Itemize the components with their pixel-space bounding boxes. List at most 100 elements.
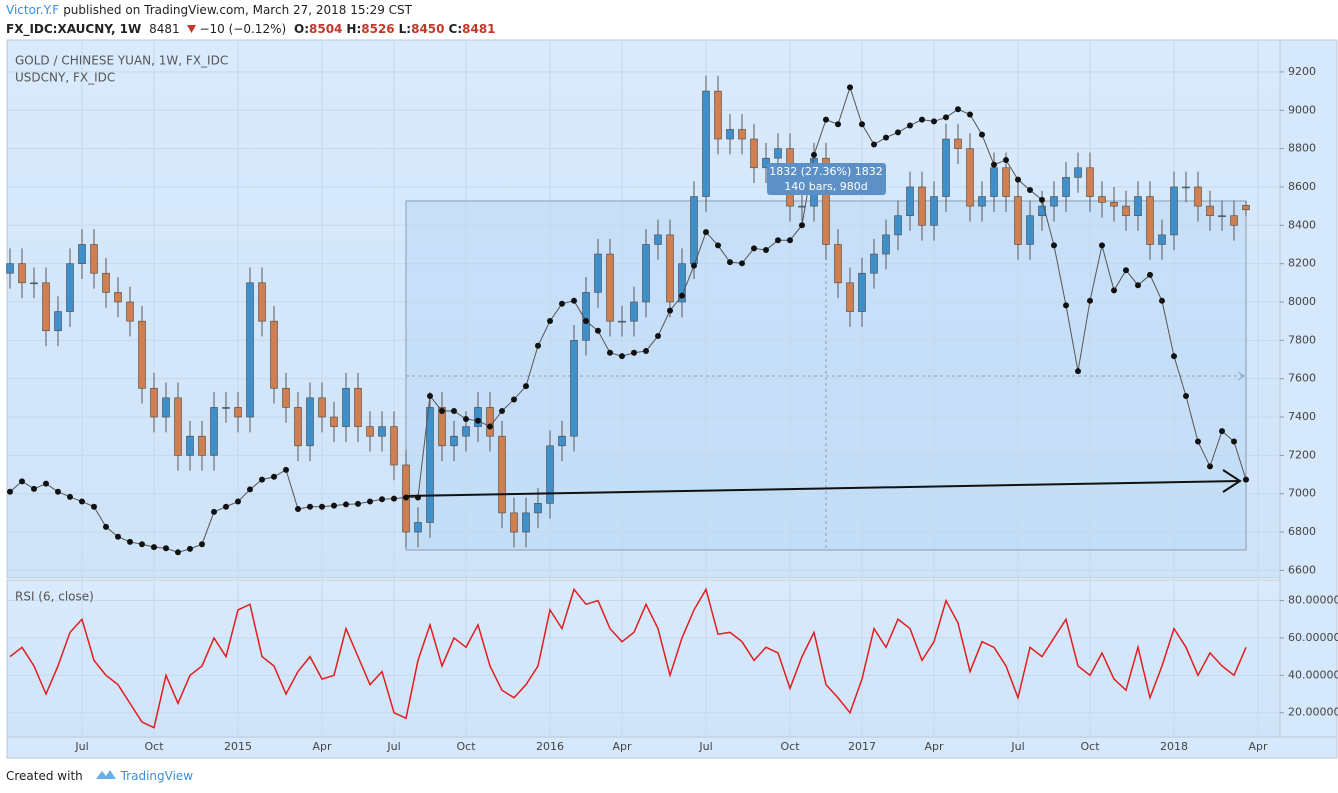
candle-body [306,397,314,447]
overlay-point [655,332,661,339]
overlay-point [1087,297,1093,304]
overlay-name: USDCNY, FX_IDC [15,71,115,85]
overlay-point [823,116,829,123]
candle-body [510,512,518,533]
x-tick-label: Apr [312,740,332,753]
candle-body [1122,205,1130,217]
x-tick-label: Oct [456,740,476,753]
quote-line: FX_IDC:XAUCNY, 1W 8481 −10 (−0.12%) O:85… [6,22,504,36]
candle-body [66,263,74,312]
candle-body [222,407,230,409]
overlay-point [583,317,589,324]
candle-body [1038,205,1046,217]
candle-body [798,205,806,208]
candle-body [522,512,530,533]
candle-body [270,320,278,389]
down-arrow [187,25,197,33]
candle-body [102,272,110,293]
candle-body [282,387,290,408]
overlay-point [247,486,253,493]
rsi-title: RSI (6, close) [15,590,94,604]
candle-body [630,301,638,322]
overlay-point [79,498,85,505]
candle-body [690,196,698,264]
candle-body [738,129,746,140]
overlay-point [91,503,97,510]
overlay-point [19,478,25,485]
candle-body [30,282,38,285]
candle-body [930,196,938,226]
y-tick-label: 8800 [1288,142,1316,155]
ohlc-value: 8504 [309,22,343,36]
candle-body [918,186,926,226]
candle-body [1002,167,1010,197]
overlay-point [379,496,385,503]
overlay-point [235,498,241,505]
candle-body [834,244,842,284]
trend-arrow [405,480,1241,497]
symbol: FX_IDC:XAUCNY, 1W [6,22,142,36]
y-tick-label: 8200 [1288,257,1316,270]
overlay-point [727,259,733,266]
candle-body [462,426,470,437]
header-line: Victor.Y.F published on TradingView.com, … [6,3,416,17]
candle-body [990,167,998,197]
candle-body [558,435,566,447]
measure-harrow [1237,371,1245,381]
y-tick-label: 9200 [1288,65,1316,78]
overlay-point [343,501,349,508]
author-link[interactable]: Victor.Y.F [6,3,60,17]
candle-body [978,196,986,207]
overlay-point [1063,302,1069,309]
candle-body [1242,205,1250,211]
y-tick-label: 6600 [1288,563,1316,576]
candle-body [762,157,770,169]
y-tick-label: 7200 [1288,448,1316,461]
candle-body [414,522,422,533]
overlay-point [919,116,925,123]
candle-body [18,263,26,284]
measure-label: 140 bars, 980d [784,180,867,193]
candle-body [1110,201,1118,207]
overlay-point [451,407,457,414]
overlay-point [979,131,985,138]
candle-body [702,90,710,197]
candle-body [966,148,974,207]
candle-body [474,407,482,427]
candle-body [486,407,494,437]
ohlc-value: 8481 [462,22,496,36]
brand-link[interactable]: TradingView [120,769,194,783]
overlay-point [1051,242,1057,249]
overlay-point [955,106,961,113]
candle-body [858,272,866,312]
ohlc-value: 8526 [361,22,395,36]
overlay-point [1171,353,1177,360]
candle-body [582,292,590,341]
overlay-point [175,549,181,556]
overlay-point [1111,287,1117,294]
overlay-point [355,500,361,507]
overlay-point [1027,187,1033,194]
y-tick-label: 7000 [1288,487,1316,500]
x-tick-label: Jul [386,740,400,753]
overlay-point [427,392,433,399]
x-tick-label: 2015 [224,740,252,753]
candle-body [1014,196,1022,245]
overlay-point [883,134,889,141]
x-tick-label: Apr [1248,740,1268,753]
overlay-point [139,541,145,548]
y-tick-label: 7400 [1288,410,1316,423]
overlay-point [967,111,973,118]
candle-body [1134,196,1142,217]
overlay-point [1015,176,1021,183]
overlay-point [871,141,877,148]
candle-body [426,407,434,523]
overlay-point [691,262,697,269]
overlay-point [1123,267,1129,274]
overlay-point [1039,196,1045,203]
overlay-point [1207,463,1213,470]
candle-body [78,244,86,264]
ohlc-label: H: [346,22,362,36]
overlay-point [295,506,301,513]
